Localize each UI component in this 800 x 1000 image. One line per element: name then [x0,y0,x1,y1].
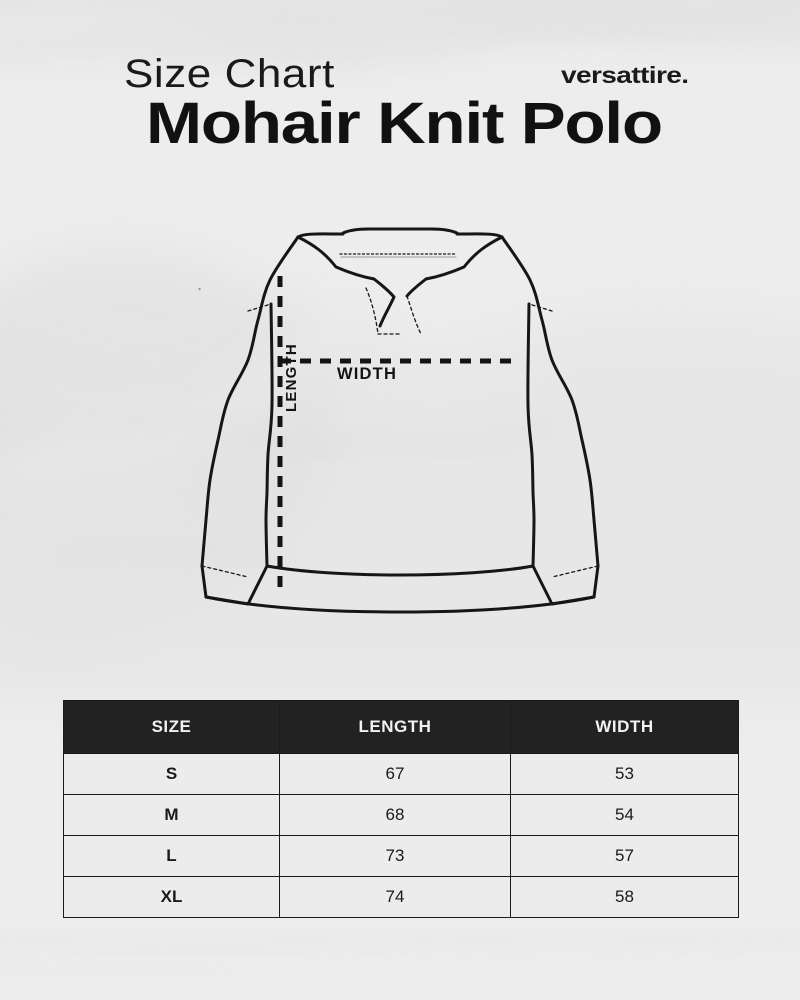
svg-text:LENGTH: LENGTH [283,343,300,412]
svg-text:WIDTH: WIDTH [337,365,397,383]
